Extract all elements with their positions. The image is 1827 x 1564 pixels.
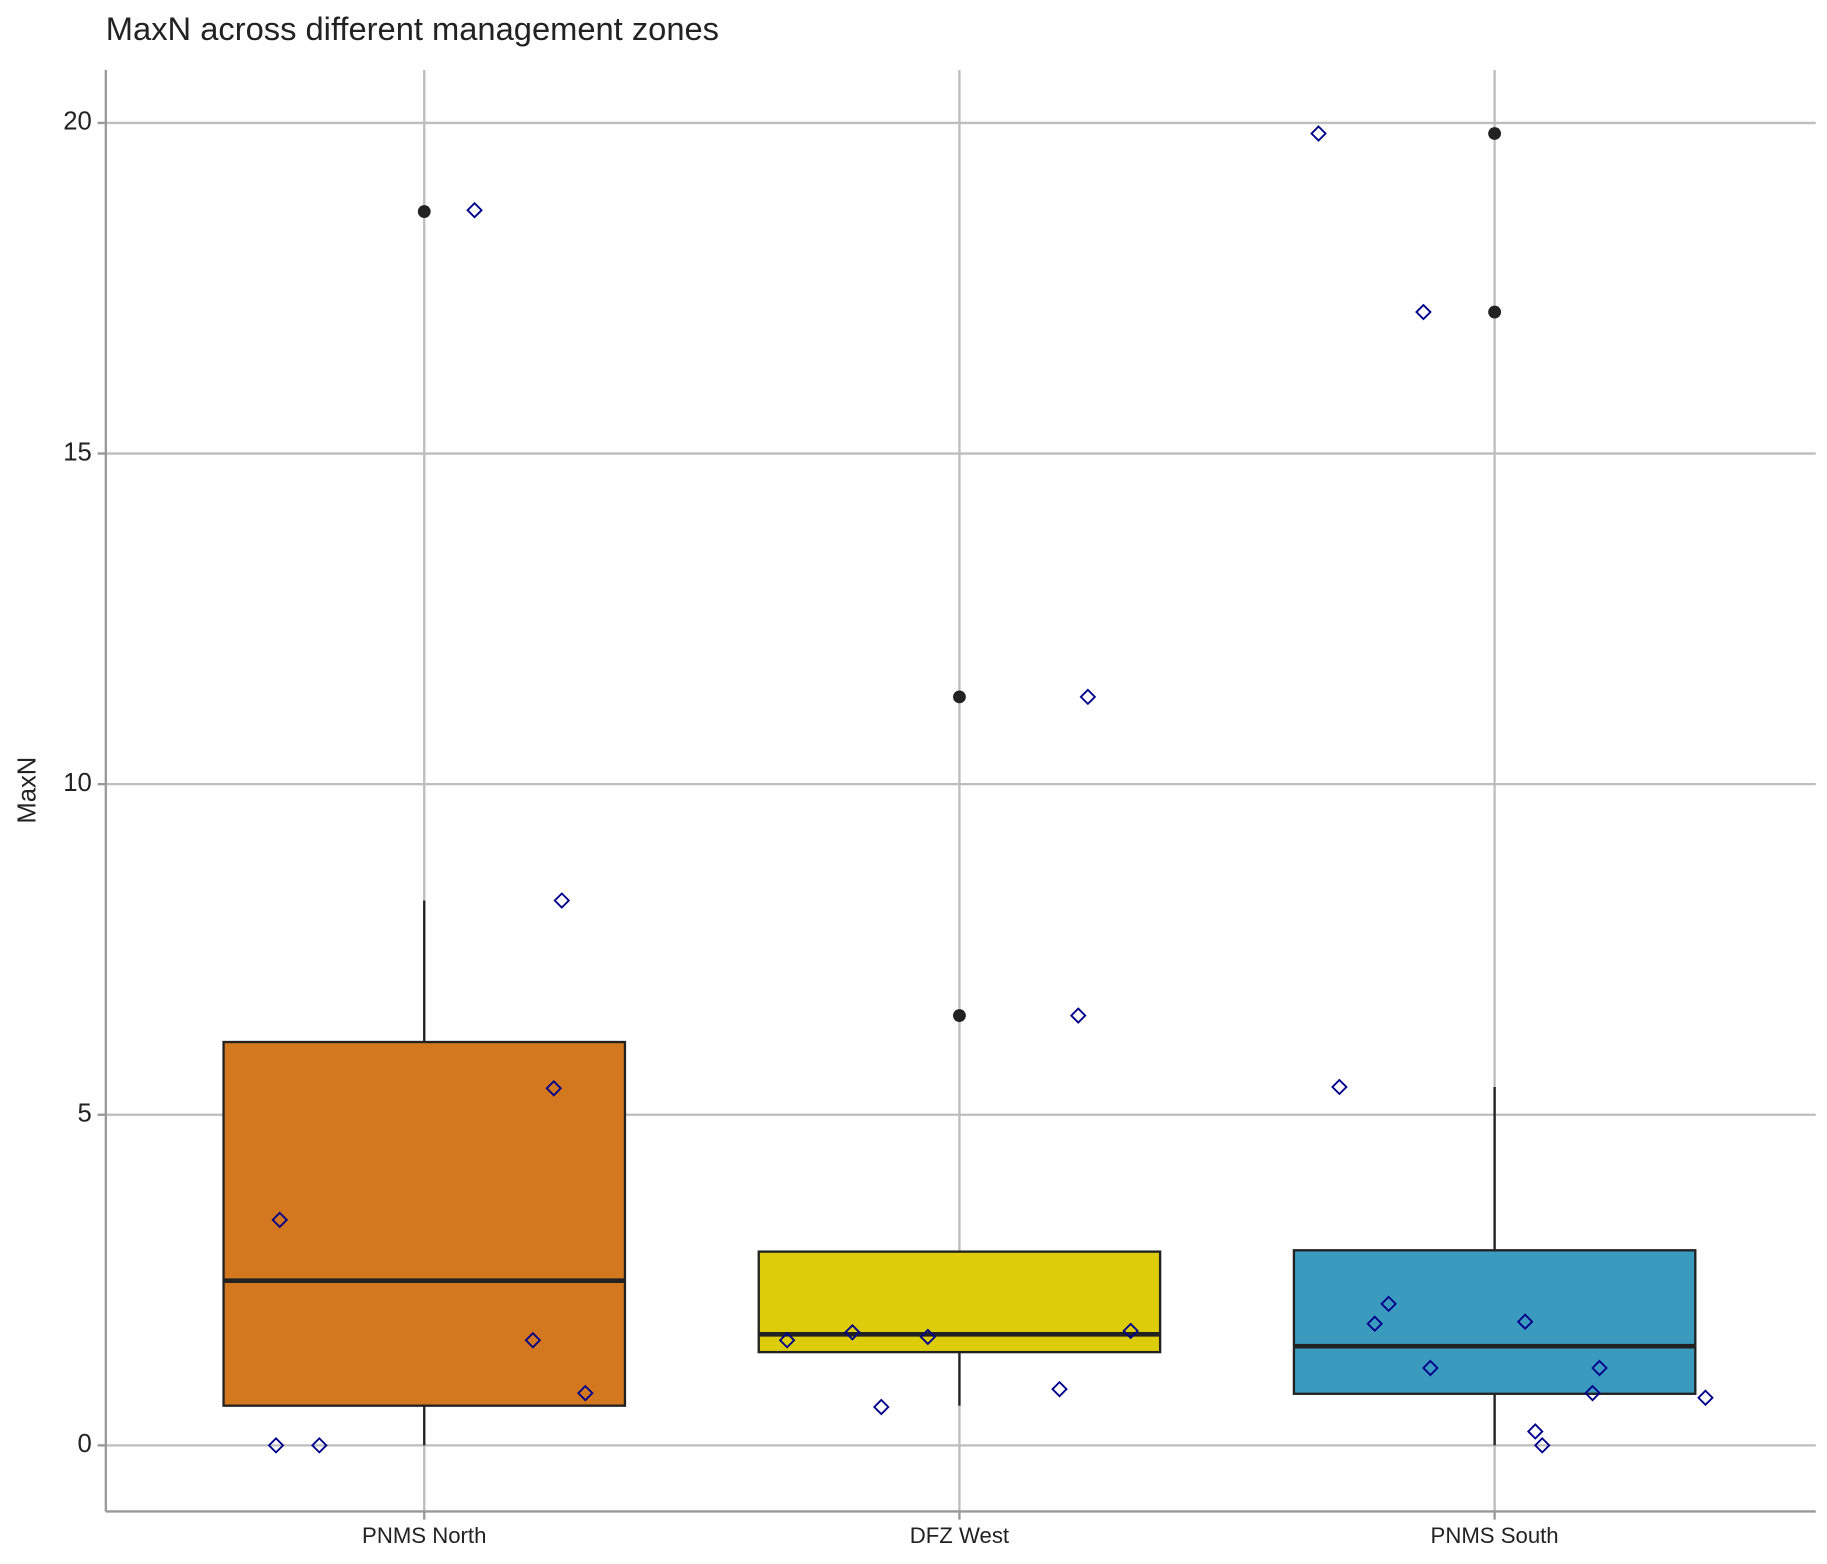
- point: [1533, 1437, 1551, 1454]
- point: [1079, 688, 1097, 706]
- point: [1380, 1295, 1397, 1313]
- x-tick-label: PNMS North: [362, 1523, 486, 1548]
- box: [1292, 1249, 1697, 1395]
- point: [577, 1384, 594, 1402]
- y-tick-label: 10: [63, 769, 92, 797]
- point: [1331, 1078, 1348, 1096]
- point: [1526, 1423, 1544, 1440]
- y-tick-label: 15: [63, 438, 92, 466]
- point: [1516, 1313, 1534, 1331]
- outlier: [1488, 127, 1502, 140]
- outlier: [953, 1009, 966, 1022]
- y-tick-label: 0: [78, 1430, 92, 1458]
- outlier: [953, 690, 966, 704]
- box: [222, 1040, 627, 1407]
- point: [778, 1331, 796, 1349]
- point: [1122, 1322, 1140, 1340]
- y-axis-label: MaxN: [14, 757, 42, 824]
- point: [1415, 303, 1432, 321]
- point: [1051, 1380, 1068, 1398]
- point: [267, 1437, 285, 1454]
- point: [311, 1437, 328, 1454]
- point: [844, 1323, 861, 1341]
- point: [545, 1079, 563, 1097]
- y-tick-label: 20: [63, 108, 92, 136]
- point: [1584, 1384, 1601, 1402]
- chart-title: MaxN across different management zones: [106, 10, 719, 47]
- point: [1591, 1359, 1608, 1377]
- point: [1697, 1389, 1714, 1407]
- point: [466, 201, 483, 219]
- x-tick-label: DFZ West: [910, 1523, 1009, 1548]
- x-tick-label: PNMS South: [1431, 1523, 1559, 1548]
- point: [524, 1331, 542, 1349]
- point: [919, 1328, 937, 1346]
- box: [757, 1250, 1162, 1354]
- point: [1366, 1315, 1384, 1333]
- point: [271, 1211, 289, 1229]
- point: [1422, 1359, 1439, 1377]
- y-tick-label: 5: [78, 1100, 92, 1128]
- outlier: [417, 205, 431, 218]
- outlier: [1488, 305, 1502, 319]
- point: [1069, 1007, 1087, 1024]
- point: [553, 892, 571, 909]
- point: [872, 1398, 890, 1416]
- point: [1310, 125, 1327, 142]
